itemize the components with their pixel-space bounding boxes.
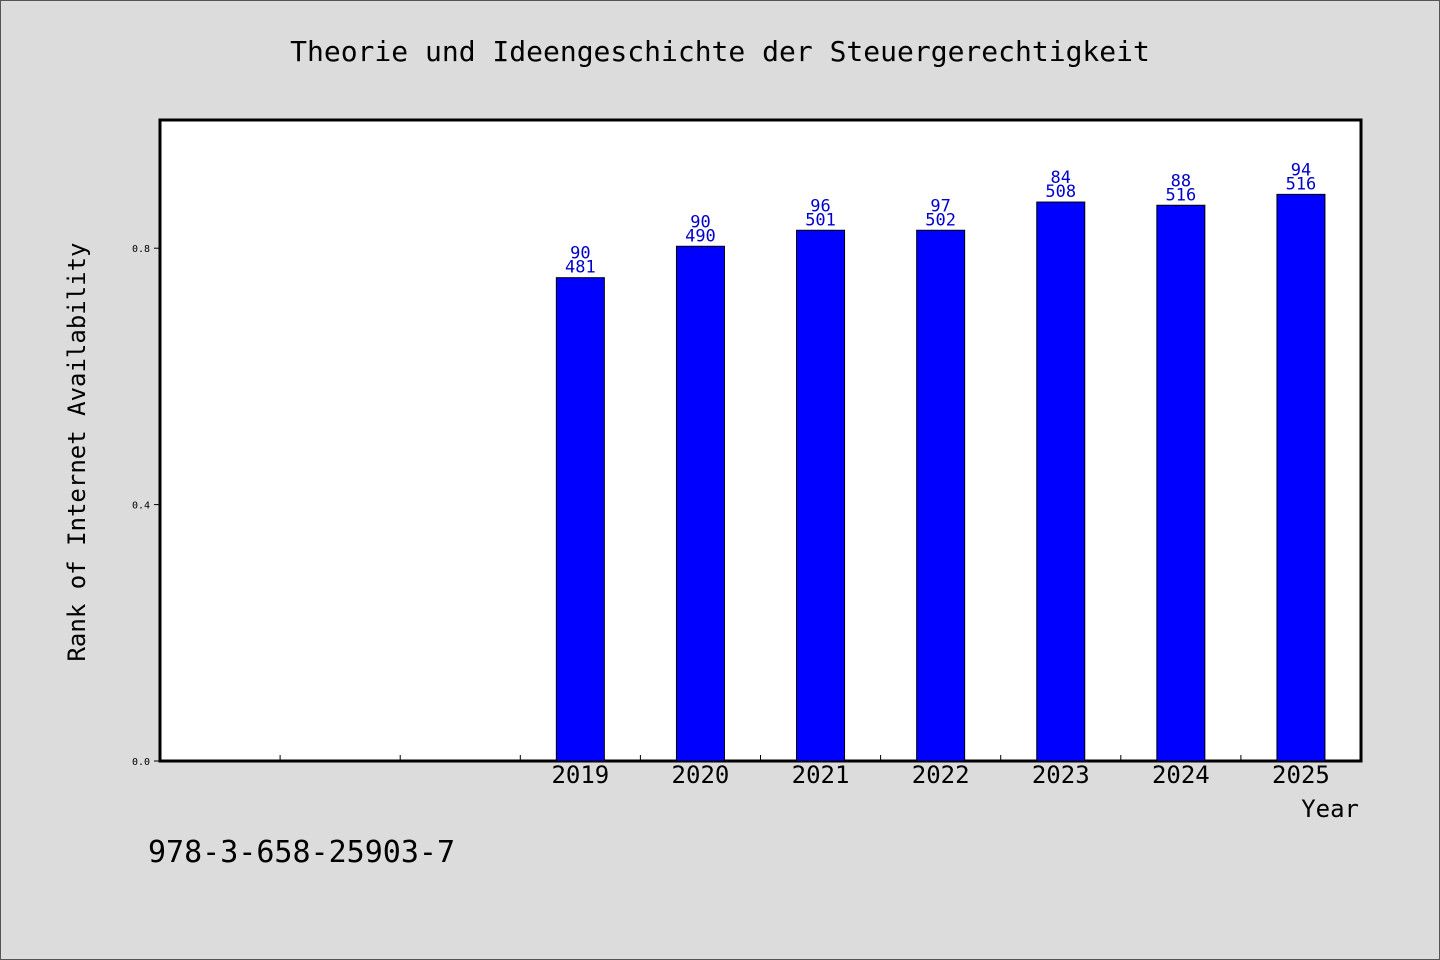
x-tick-label: 2021 bbox=[792, 761, 850, 789]
data-label-top: 94 bbox=[1291, 160, 1311, 180]
data-label-bottom: 516 bbox=[1286, 174, 1317, 194]
y-tick-label: 0.4 bbox=[132, 501, 150, 512]
y-tick-label: 0.8 bbox=[132, 244, 150, 255]
data-label-top: 90 bbox=[570, 244, 590, 264]
y-tick-labels: 0.0 0.4 0.8 bbox=[132, 244, 150, 768]
isbn-text: 978-3-658-25903-7 bbox=[148, 835, 455, 870]
x-axis-label: Year bbox=[1301, 795, 1359, 823]
bar bbox=[555, 277, 605, 762]
bar bbox=[796, 229, 846, 762]
bar bbox=[1276, 193, 1326, 762]
chart-title: Theorie und Ideengeschichte der Steuerge… bbox=[290, 35, 1150, 68]
bars bbox=[555, 193, 1326, 762]
data-label-bottom: 490 bbox=[685, 226, 716, 246]
data-label-bottom: 501 bbox=[805, 210, 836, 230]
axis-ticks bbox=[154, 247, 1242, 762]
bar bbox=[916, 229, 966, 762]
x-tick-label: 2022 bbox=[912, 761, 970, 789]
data-label-top: 84 bbox=[1051, 168, 1071, 188]
data-label-top: 97 bbox=[930, 196, 950, 216]
data-label-bottom: 508 bbox=[1045, 182, 1076, 202]
x-tick-labels: 2019 2020 2021 2022 2023 2024 2025 bbox=[551, 761, 1329, 789]
data-label-top: 96 bbox=[810, 196, 830, 216]
data-label-bottom: 502 bbox=[925, 210, 956, 230]
x-tick-label: 2020 bbox=[672, 761, 730, 789]
data-label-top: 90 bbox=[690, 212, 710, 232]
bar bbox=[1036, 201, 1086, 762]
data-label-bottom: 481 bbox=[565, 258, 596, 278]
y-axis-label: Rank of Internet Availability bbox=[63, 242, 91, 661]
x-tick-label: 2024 bbox=[1152, 761, 1210, 789]
bar bbox=[1156, 204, 1206, 762]
x-tick-label: 2025 bbox=[1272, 761, 1330, 789]
x-tick-label: 2019 bbox=[551, 761, 609, 789]
bar bbox=[675, 245, 725, 762]
data-label-top: 88 bbox=[1171, 171, 1191, 191]
y-tick-label: 0.0 bbox=[132, 757, 150, 768]
x-tick-label: 2023 bbox=[1032, 761, 1090, 789]
data-label-bottom: 516 bbox=[1165, 185, 1196, 205]
